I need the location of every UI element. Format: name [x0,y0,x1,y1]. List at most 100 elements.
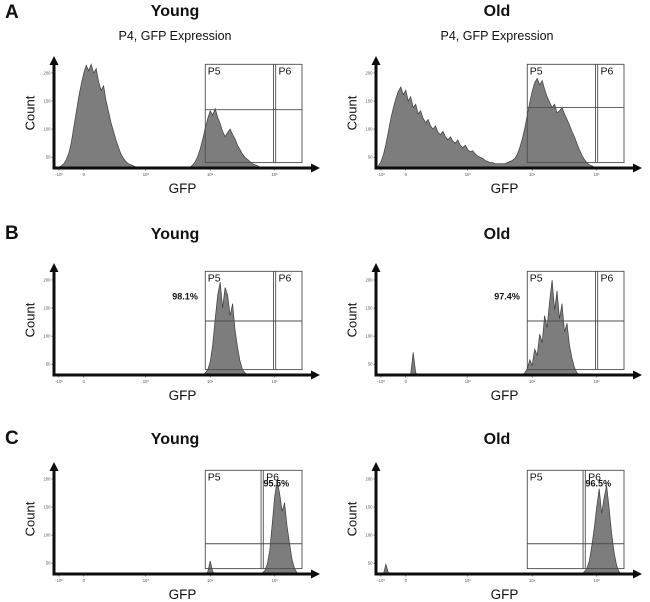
y-axis-label-text: Count [22,302,38,338]
y-tick-label: 200 [365,70,373,75]
gate-label-p5: P5 [207,471,220,483]
x-tick-label: 10³ [464,578,471,583]
plot-area: Count P5 P6 -10³ 0 10³ 10⁴ 10⁵ 200 150 100 50 [23,54,328,180]
y-tick-label: 200 [43,277,51,282]
percent-label: 95.5% [263,479,289,489]
y-axis-label: Count [23,460,38,586]
percent-label: 98.1% [172,291,198,301]
x-tick-label: 10⁵ [271,379,278,384]
x-tick-label: -10³ [55,379,63,384]
y-axis-arrowhead [49,263,58,272]
x-axis-label: GFP [490,181,519,196]
figure-row-c: C Young Count P5 P6 95.5% -10³ 0 10³ 10⁴ 10⁵ 200… [0,400,650,602]
y-tick-label: 200 [365,476,373,481]
plot-title-old: Old [483,226,511,243]
x-tick-label: 10⁵ [593,379,600,384]
y-tick-label: 150 [43,99,51,104]
y-tick-label: 50 [367,362,372,367]
plot-title-young: Young [150,226,200,243]
y-axis-label-text: Count [22,501,38,537]
x-tick-label: 0 [82,578,85,583]
x-tick-label: 10³ [464,379,471,384]
plot-subtitle: P4, GFP Expression [440,29,554,43]
gate-box [526,270,624,371]
y-tick-label: 200 [365,277,373,282]
x-tick-label: 10⁵ [271,172,278,177]
x-tick-label: 10³ [142,578,149,583]
gate-label-p5: P5 [529,65,542,77]
gate-label-p5: P5 [207,65,220,77]
gate-box [526,469,624,570]
x-tick-label: -10³ [55,578,63,583]
plot-title-young: Young [150,431,200,448]
y-axis-label: Count [23,261,38,387]
y-tick-label: 100 [365,334,373,339]
percent-label: 96.5% [585,479,611,489]
y-tick-label: 100 [43,533,51,538]
histogram-area [374,77,624,169]
y-axis-label-text: Count [344,501,360,537]
plot-a-young: Young P4, GFP Expression Count P5 P6 -10³ 0… [22,0,328,205]
x-tick-label: -10³ [377,379,385,384]
y-tick-label: 150 [365,505,373,510]
y-axis-label-text: Count [344,302,360,338]
x-axis-label: GFP [168,388,197,403]
x-axis-arrowhead [310,163,320,173]
y-tick-label: 150 [365,306,373,311]
histogram-area [375,485,624,575]
flow-histogram-b-young: P5 P6 98.1% -10³ 0 10³ 10⁴ 10⁵ 200 150 100 50 [43,263,320,384]
y-tick-label: 200 [43,476,51,481]
x-tick-label: 10⁴ [207,578,214,583]
percent-label: 97.4% [494,291,520,301]
y-axis-arrowhead [49,56,58,65]
row-c-plots: Young Count P5 P6 95.5% -10³ 0 10³ 10⁴ 10⁵ 200 15… [22,400,650,602]
y-axis-label-text: Count [22,95,38,131]
gate-label-p6: P6 [266,471,279,483]
plot-b-young: Young Count P5 P6 98.1% -10³ 0 10³ 10⁴ 10⁵ 200 15… [22,205,328,403]
y-axis-label: Count [345,460,360,586]
x-axis-label: GFP [490,388,519,403]
y-tick-label: 50 [45,362,50,367]
y-tick-label: 150 [43,505,51,510]
y-tick-label: 200 [43,70,51,75]
gate-label-p5: P5 [529,471,542,483]
x-tick-label: 0 [404,578,407,583]
figure-row-b: B Young Count P5 P6 98.1% -10³ 0 10³ 10⁴ 10⁵ 200… [0,205,650,403]
x-tick-label: 10⁴ [529,379,536,384]
y-axis-arrowhead [371,462,380,471]
histogram-area [53,63,302,169]
plot-c-old: Old Count P5 P6 96.5% -10³ 0 10³ 10⁴ 10⁵ 200 150 1… [344,400,650,602]
x-axis-arrowhead [632,569,642,579]
gate-box [204,63,302,164]
plot-a-old: Old P4, GFP Expression Count P5 P6 -10³ 0 10… [344,0,650,205]
x-axis-label: GFP [168,181,197,196]
x-tick-label: 10⁵ [271,578,278,583]
x-tick-label: 10³ [142,379,149,384]
y-tick-label: 150 [365,99,373,104]
y-axis-arrowhead [49,462,58,471]
gate-label-p6: P6 [278,65,291,77]
figure-row-a: A Young P4, GFP Expression Count P5 P6 -10… [0,0,650,205]
y-axis-label-text: Count [344,95,360,131]
gate-label-p5: P5 [529,272,542,284]
x-axis-arrowhead [632,370,642,380]
gate-box [204,270,302,371]
panel-letter-a: A [5,2,19,23]
y-tick-label: 100 [365,127,373,132]
panel-letter-b: B [5,223,19,244]
plot-b-old: Old Count P5 P6 97.4% -10³ 0 10³ 10⁴ 10⁵ 200 150 1… [344,205,650,403]
plot-c-young: Young Count P5 P6 95.5% -10³ 0 10³ 10⁴ 10⁵ 200 15… [22,400,328,602]
gate-label-p6: P6 [600,65,613,77]
y-tick-label: 100 [43,127,51,132]
y-axis-label: Count [23,54,38,180]
x-axis-label: GFP [490,587,519,602]
row-a-plots: Young P4, GFP Expression Count P5 P6 -10³ 0… [22,0,650,205]
plot-title-old: Old [483,431,511,448]
x-tick-label: 0 [404,172,407,177]
flow-histogram-b-old: P5 P6 97.4% -10³ 0 10³ 10⁴ 10⁵ 200 150 100 50 [365,263,642,384]
flow-histogram-a-young: P5 P6 -10³ 0 10³ 10⁴ 10⁵ 200 150 100 50 [43,56,320,177]
y-tick-label: 50 [367,155,372,160]
y-tick-label: 50 [45,561,50,566]
